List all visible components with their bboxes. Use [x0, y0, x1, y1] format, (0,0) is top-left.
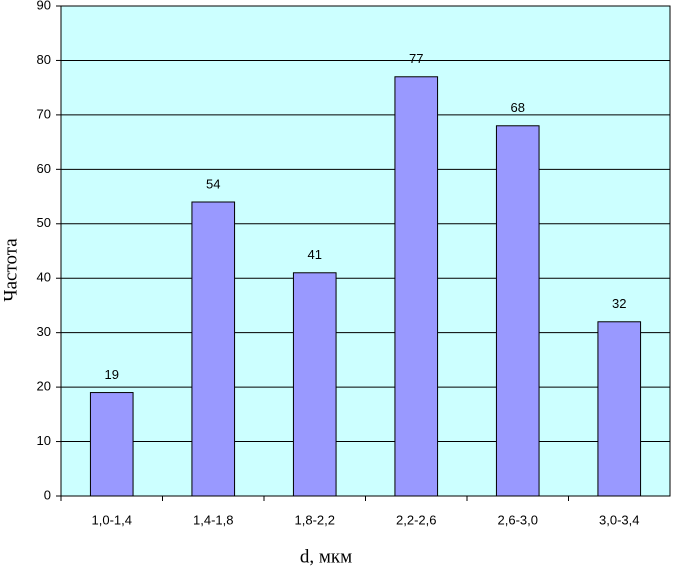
y-tick-label: 20 [37, 379, 51, 394]
y-axis-label: Частота [0, 238, 21, 302]
x-axis-label: d, мкм [300, 546, 352, 567]
y-tick-label: 70 [37, 106, 51, 121]
data-label: 41 [308, 247, 322, 262]
bar [292, 272, 337, 497]
y-tick-label: 10 [37, 433, 51, 448]
y-tick-label: 0 [44, 487, 51, 502]
x-tick-label: 1,4-1,8 [193, 512, 233, 527]
bar [89, 392, 134, 497]
data-label: 68 [511, 100, 525, 115]
bar [495, 125, 540, 497]
data-label: 19 [105, 367, 119, 382]
x-tick-label: 2,6-3,0 [498, 512, 538, 527]
x-tick-label: 3,0-3,4 [599, 512, 639, 527]
x-tick-label: 2,2-2,6 [396, 512, 436, 527]
x-tick-label: 1,8-2,2 [295, 512, 335, 527]
data-label: 32 [612, 296, 626, 311]
plot-area [60, 5, 671, 497]
data-label: 54 [206, 176, 220, 191]
y-tick-label: 90 [37, 0, 51, 12]
bar [191, 201, 236, 497]
bar [597, 321, 642, 497]
data-label: 77 [409, 51, 423, 66]
y-tick-label: 40 [37, 270, 51, 285]
y-tick-label: 60 [37, 161, 51, 176]
y-tick-label: 80 [37, 52, 51, 67]
bar [394, 76, 439, 497]
y-tick-label: 30 [37, 324, 51, 339]
y-tick-label: 50 [37, 215, 51, 230]
x-tick-label: 1,0-1,4 [92, 512, 132, 527]
